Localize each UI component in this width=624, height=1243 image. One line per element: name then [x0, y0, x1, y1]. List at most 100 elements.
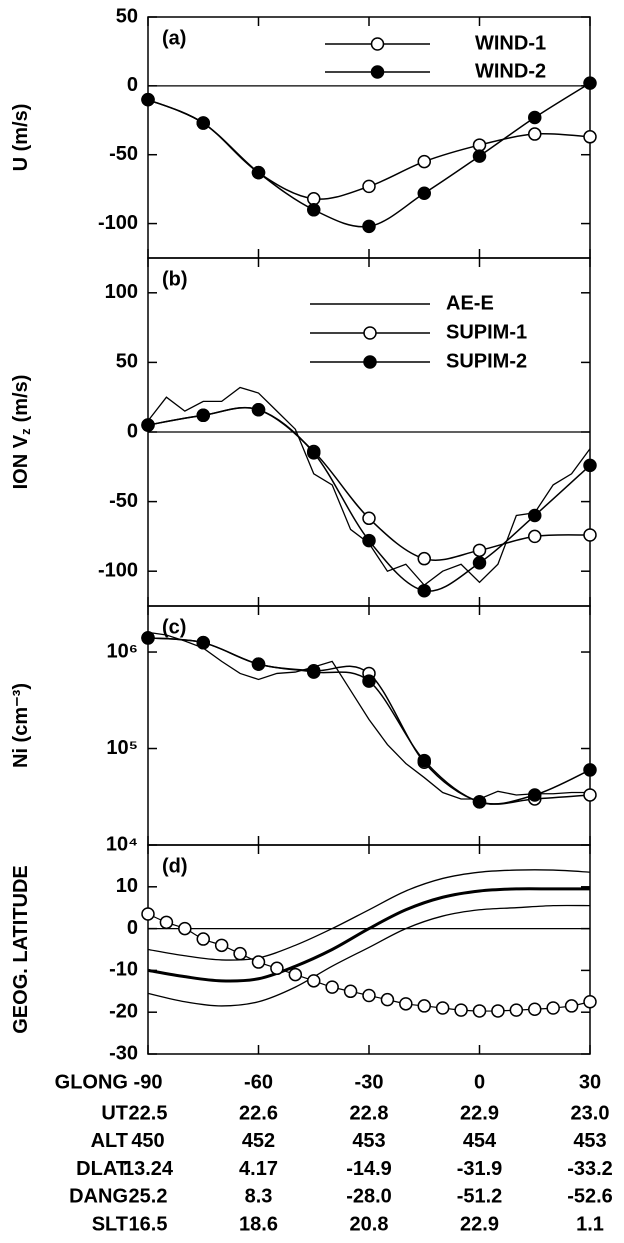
x-tick-label: -30	[355, 1071, 384, 1093]
series-line	[147, 631, 590, 800]
data-point	[583, 458, 597, 473]
y-tick-label: 100	[105, 281, 138, 303]
table-cell: -51.2	[457, 1186, 503, 1208]
x-tick-label: 0	[474, 1071, 485, 1093]
y-tick-label: -30	[109, 1042, 138, 1064]
series-line	[147, 82, 591, 228]
y-axis-label: U (m/s)	[10, 104, 32, 172]
table-cell: 8.3	[245, 1186, 273, 1208]
data-point	[472, 543, 487, 558]
data-point	[196, 408, 210, 423]
y-tick-label: 10	[116, 875, 138, 897]
data-point	[270, 961, 284, 976]
table-cell: 20.8	[350, 1213, 389, 1235]
y-axis-label: GEOG. LATITUDE	[10, 865, 32, 1034]
data-point	[472, 149, 487, 163]
data-point	[307, 203, 321, 217]
table-cell: 452	[242, 1130, 275, 1152]
data-point	[251, 955, 266, 969]
row-label: SLT	[92, 1213, 128, 1235]
legend-marker	[370, 37, 385, 51]
y-axis-label-text: GEOG. LATITUDE	[10, 865, 32, 1034]
table-cell: 22.9	[460, 1102, 499, 1124]
data-point	[196, 116, 210, 130]
y-tick-label: 0	[127, 420, 138, 442]
data-point	[472, 1004, 487, 1018]
x-tick-label: -60	[244, 1071, 273, 1093]
data-point	[288, 967, 303, 982]
data-point	[159, 915, 174, 930]
y-tick-label: 10⁴	[106, 833, 138, 855]
data-point	[583, 528, 597, 542]
table-cell: 25.2	[129, 1186, 168, 1208]
panel-label: (c)	[162, 616, 186, 638]
panel-frame	[147, 844, 591, 1055]
legend-marker	[363, 326, 377, 340]
data-point	[417, 551, 431, 566]
y-tick-label: 10⁵	[106, 737, 138, 759]
y-axis-label: ION Vz (m/s)	[10, 375, 33, 490]
data-point	[214, 938, 229, 953]
data-point	[417, 186, 431, 201]
data-point	[583, 763, 597, 777]
data-point	[509, 1003, 524, 1017]
data-point	[233, 946, 247, 961]
data-point	[141, 907, 155, 921]
table-cell: 16.5	[129, 1213, 168, 1235]
row-label: DLAT	[76, 1158, 128, 1180]
series-line	[147, 637, 591, 805]
y-axis-label-text: U (m/s)	[10, 104, 32, 172]
data-point	[472, 138, 487, 152]
y-tick-label: -50	[109, 143, 138, 165]
table-cell: 13.24	[123, 1158, 174, 1180]
table-cell: 18.6	[239, 1213, 278, 1235]
data-point	[362, 511, 376, 526]
data-point	[583, 995, 597, 1009]
data-point	[417, 753, 431, 768]
data-point	[362, 219, 376, 234]
legend-marker	[363, 355, 377, 369]
x-tick-label: -90	[134, 1071, 163, 1093]
y-tick-label: 10⁶	[107, 640, 138, 662]
table-cell: -14.9	[346, 1158, 392, 1180]
data-point	[472, 556, 487, 570]
data-point	[583, 130, 597, 144]
table-cell: -28.0	[346, 1186, 392, 1208]
data-point	[251, 165, 266, 180]
row-label: UT	[101, 1102, 128, 1124]
x-axis-label: GLONG	[55, 1071, 128, 1093]
y-tick-label: -50	[109, 490, 138, 512]
data-point	[251, 657, 266, 671]
y-tick-label: 50	[116, 5, 138, 27]
table-cell: -52.6	[567, 1186, 613, 1208]
data-point	[141, 418, 155, 432]
data-point	[583, 76, 597, 90]
data-point	[362, 533, 376, 548]
data-point	[307, 446, 321, 460]
data-point	[583, 788, 597, 802]
data-point	[362, 674, 376, 688]
table-cell: 453	[573, 1130, 606, 1152]
row-label: DANG	[69, 1186, 128, 1208]
data-point	[546, 1001, 560, 1015]
data-point	[528, 529, 542, 544]
table-cell: 22.9	[460, 1213, 499, 1235]
data-point	[141, 92, 155, 107]
table-cell: 1.1	[576, 1213, 604, 1235]
data-point	[178, 921, 192, 936]
legend-marker	[370, 65, 385, 79]
y-axis-label-text: Ni (cm⁻³)	[10, 683, 32, 768]
legend-label: WIND-1	[475, 32, 546, 54]
data-point	[417, 583, 431, 598]
data-point	[196, 635, 210, 650]
y-axis-label-sub: z	[18, 428, 33, 435]
table-cell: 22.6	[239, 1102, 278, 1124]
y-tick-label: 50	[116, 351, 138, 373]
y-tick-label: -20	[109, 1000, 138, 1022]
data-point	[196, 932, 210, 946]
table-cell: 453	[352, 1130, 385, 1152]
data-point	[491, 1004, 505, 1018]
data-point	[399, 997, 413, 1011]
data-point	[472, 795, 487, 809]
y-tick-label: 0	[127, 74, 138, 96]
